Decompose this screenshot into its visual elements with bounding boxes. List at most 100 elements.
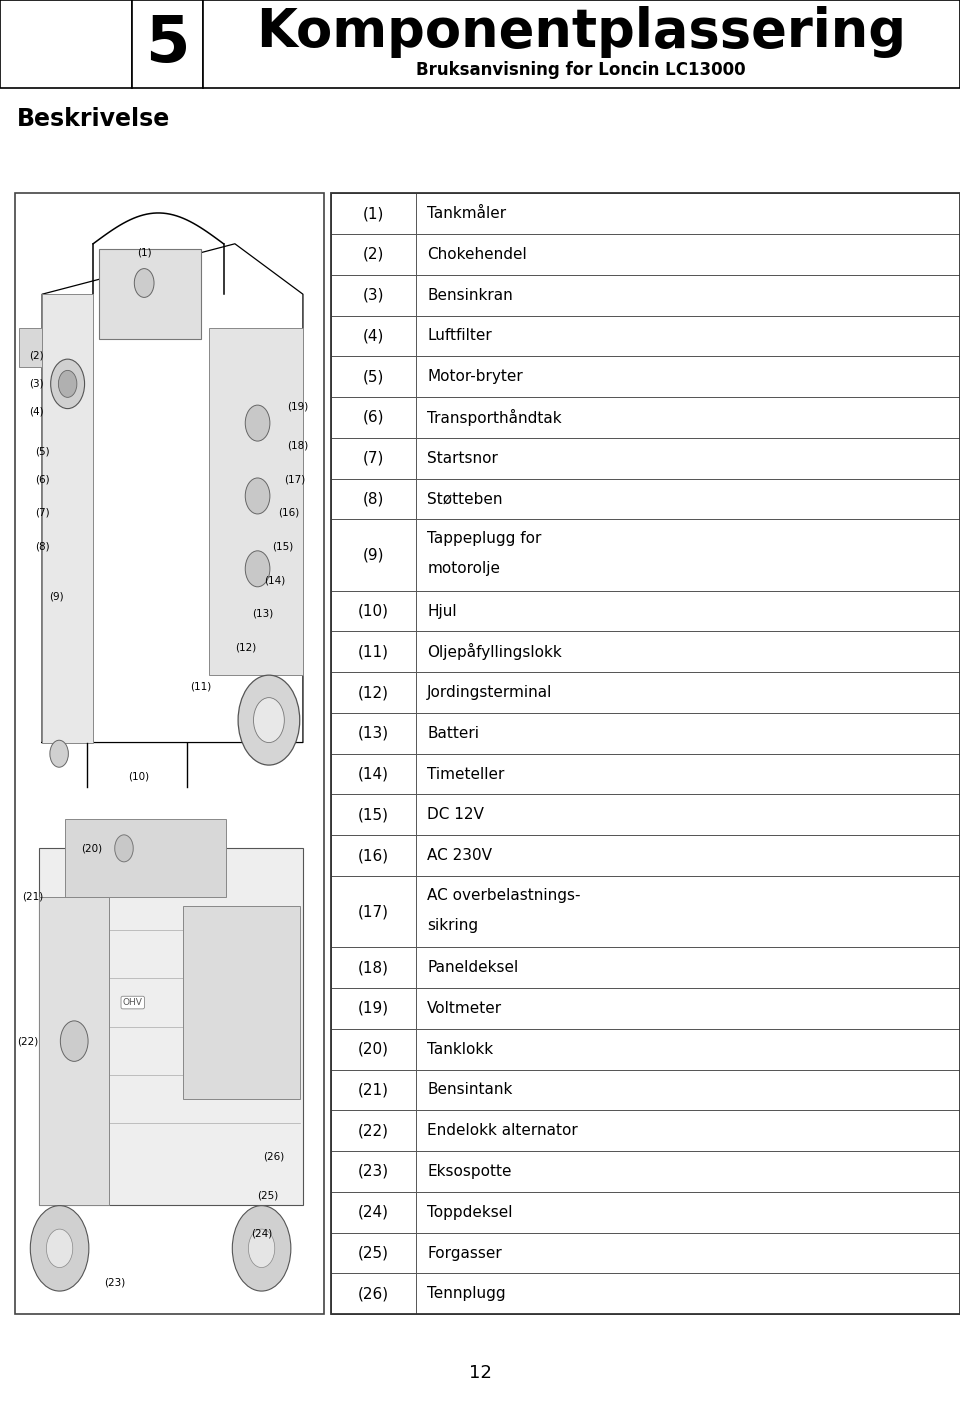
Bar: [331, 479, 960, 520]
Circle shape: [232, 1206, 291, 1292]
Text: Komponentplassering: Komponentplassering: [256, 6, 906, 57]
Circle shape: [46, 1229, 73, 1268]
Text: AC 230V: AC 230V: [427, 848, 492, 863]
Circle shape: [245, 551, 270, 587]
Text: (18): (18): [287, 440, 308, 451]
Circle shape: [253, 698, 284, 743]
Text: (9): (9): [49, 591, 63, 602]
Text: (16): (16): [358, 848, 389, 863]
Text: (7): (7): [35, 507, 49, 518]
Bar: [331, 193, 960, 234]
Bar: [331, 1274, 960, 1314]
Text: Bensintank: Bensintank: [427, 1083, 513, 1097]
Text: (13): (13): [358, 726, 389, 741]
Text: Timeteller: Timeteller: [427, 766, 505, 782]
Circle shape: [245, 478, 270, 514]
Text: (14): (14): [358, 766, 389, 782]
Text: (13): (13): [252, 608, 274, 619]
Bar: [331, 315, 960, 356]
Circle shape: [31, 1206, 89, 1292]
Text: Tennplugg: Tennplugg: [427, 1286, 506, 1302]
Bar: [331, 713, 960, 754]
Bar: [331, 947, 960, 988]
Bar: [331, 1028, 960, 1069]
Text: (10): (10): [358, 604, 389, 619]
Text: (26): (26): [263, 1152, 284, 1161]
Text: Forgasser: Forgasser: [427, 1245, 502, 1261]
Text: Chokehendel: Chokehendel: [427, 247, 527, 262]
Text: (1): (1): [363, 206, 384, 221]
Text: (7): (7): [363, 451, 384, 465]
Text: Toppdeksel: Toppdeksel: [427, 1205, 513, 1220]
Polygon shape: [209, 328, 303, 675]
Text: Batteri: Batteri: [427, 726, 479, 741]
Text: (26): (26): [358, 1286, 389, 1302]
Text: Transporthåndtak: Transporthåndtak: [427, 409, 562, 426]
Text: (24): (24): [251, 1229, 273, 1238]
Text: Voltmeter: Voltmeter: [427, 1000, 502, 1016]
Text: (5): (5): [363, 370, 384, 384]
Text: Jordingsterminal: Jordingsterminal: [427, 685, 553, 700]
Text: Luftfilter: Luftfilter: [427, 328, 492, 343]
Text: (25): (25): [257, 1191, 278, 1201]
Text: (12): (12): [358, 685, 389, 700]
Circle shape: [249, 1229, 275, 1268]
Bar: [331, 591, 960, 632]
Text: OHV: OHV: [123, 998, 143, 1007]
Text: (23): (23): [105, 1278, 126, 1288]
Bar: [331, 275, 960, 315]
Circle shape: [51, 359, 84, 409]
Text: Tanklokk: Tanklokk: [427, 1042, 493, 1056]
Text: (5): (5): [35, 446, 49, 457]
Text: (9): (9): [363, 548, 384, 563]
Bar: [331, 1069, 960, 1111]
Polygon shape: [19, 328, 42, 367]
Polygon shape: [42, 294, 93, 743]
Text: (20): (20): [358, 1042, 389, 1056]
Text: Hjul: Hjul: [427, 604, 457, 619]
Circle shape: [245, 405, 270, 441]
Text: (19): (19): [287, 401, 308, 412]
Bar: [331, 396, 960, 439]
Text: (17): (17): [358, 904, 389, 919]
Text: Tankmåler: Tankmåler: [427, 206, 506, 221]
Polygon shape: [99, 249, 201, 339]
Text: Startsnor: Startsnor: [427, 451, 498, 465]
Text: (19): (19): [358, 1000, 389, 1016]
Text: Tappeplugg for: Tappeplugg for: [427, 531, 541, 546]
Bar: [331, 356, 960, 396]
Bar: [331, 876, 960, 947]
Text: (25): (25): [358, 1245, 389, 1261]
Polygon shape: [39, 897, 109, 1205]
Text: (12): (12): [235, 642, 257, 653]
Text: Oljepåfyllingslokk: Oljepåfyllingslokk: [427, 643, 562, 660]
Text: Paneldeksel: Paneldeksel: [427, 960, 518, 975]
Text: (11): (11): [190, 681, 211, 692]
Text: (4): (4): [29, 406, 44, 417]
Text: (17): (17): [284, 474, 305, 485]
Bar: [331, 234, 960, 275]
Bar: [331, 835, 960, 876]
Text: (6): (6): [35, 474, 49, 485]
Text: (22): (22): [16, 1037, 38, 1047]
Text: (23): (23): [358, 1164, 389, 1180]
Text: AC overbelastnings-: AC overbelastnings-: [427, 888, 581, 902]
Bar: [331, 988, 960, 1028]
Text: Bensinkran: Bensinkran: [427, 287, 513, 303]
Text: (3): (3): [363, 287, 384, 303]
Text: (6): (6): [363, 410, 384, 425]
Bar: [331, 672, 960, 713]
Bar: [331, 520, 960, 591]
Text: (16): (16): [278, 507, 300, 518]
Text: (8): (8): [363, 492, 384, 507]
Text: DC 12V: DC 12V: [427, 807, 484, 822]
Bar: [132, 0, 203, 87]
Text: Beskrivelse: Beskrivelse: [17, 106, 171, 132]
Circle shape: [60, 1021, 88, 1062]
Circle shape: [134, 269, 154, 297]
Text: (1): (1): [137, 247, 152, 258]
Bar: [331, 1111, 960, 1152]
Bar: [203, 0, 960, 87]
Bar: [331, 439, 960, 479]
Text: (24): (24): [358, 1205, 389, 1220]
